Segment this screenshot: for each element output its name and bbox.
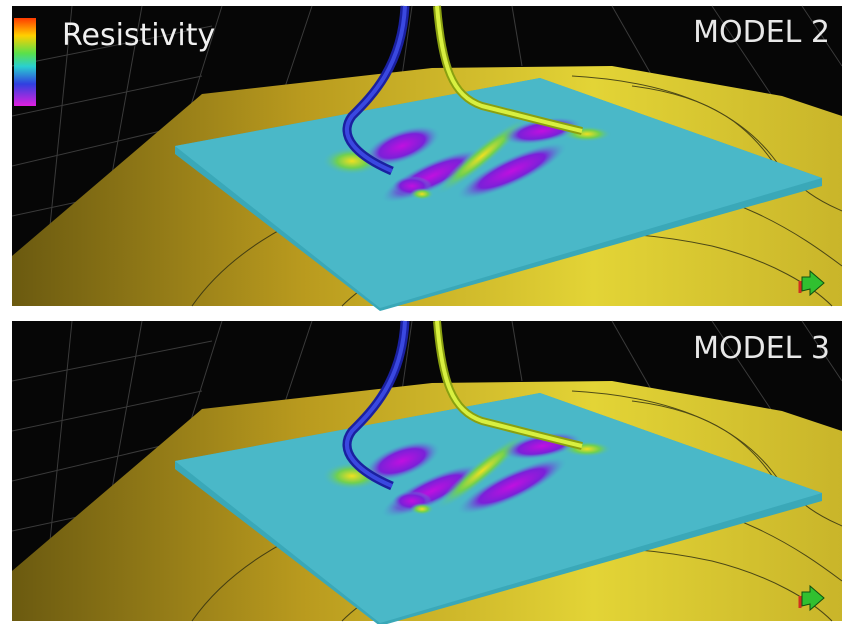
panel-label: MODEL 3 bbox=[693, 331, 830, 366]
screenshot: Resistivity MODEL 2 MODEL 3 bbox=[0, 0, 842, 624]
legend-title: Resistivity bbox=[62, 18, 215, 53]
panel-bottom: MODEL 3 bbox=[12, 321, 842, 624]
scene-render bbox=[12, 321, 842, 624]
panel-top: Resistivity MODEL 2 bbox=[12, 6, 842, 311]
color-bar bbox=[14, 18, 36, 106]
panel-label: MODEL 2 bbox=[693, 15, 830, 50]
